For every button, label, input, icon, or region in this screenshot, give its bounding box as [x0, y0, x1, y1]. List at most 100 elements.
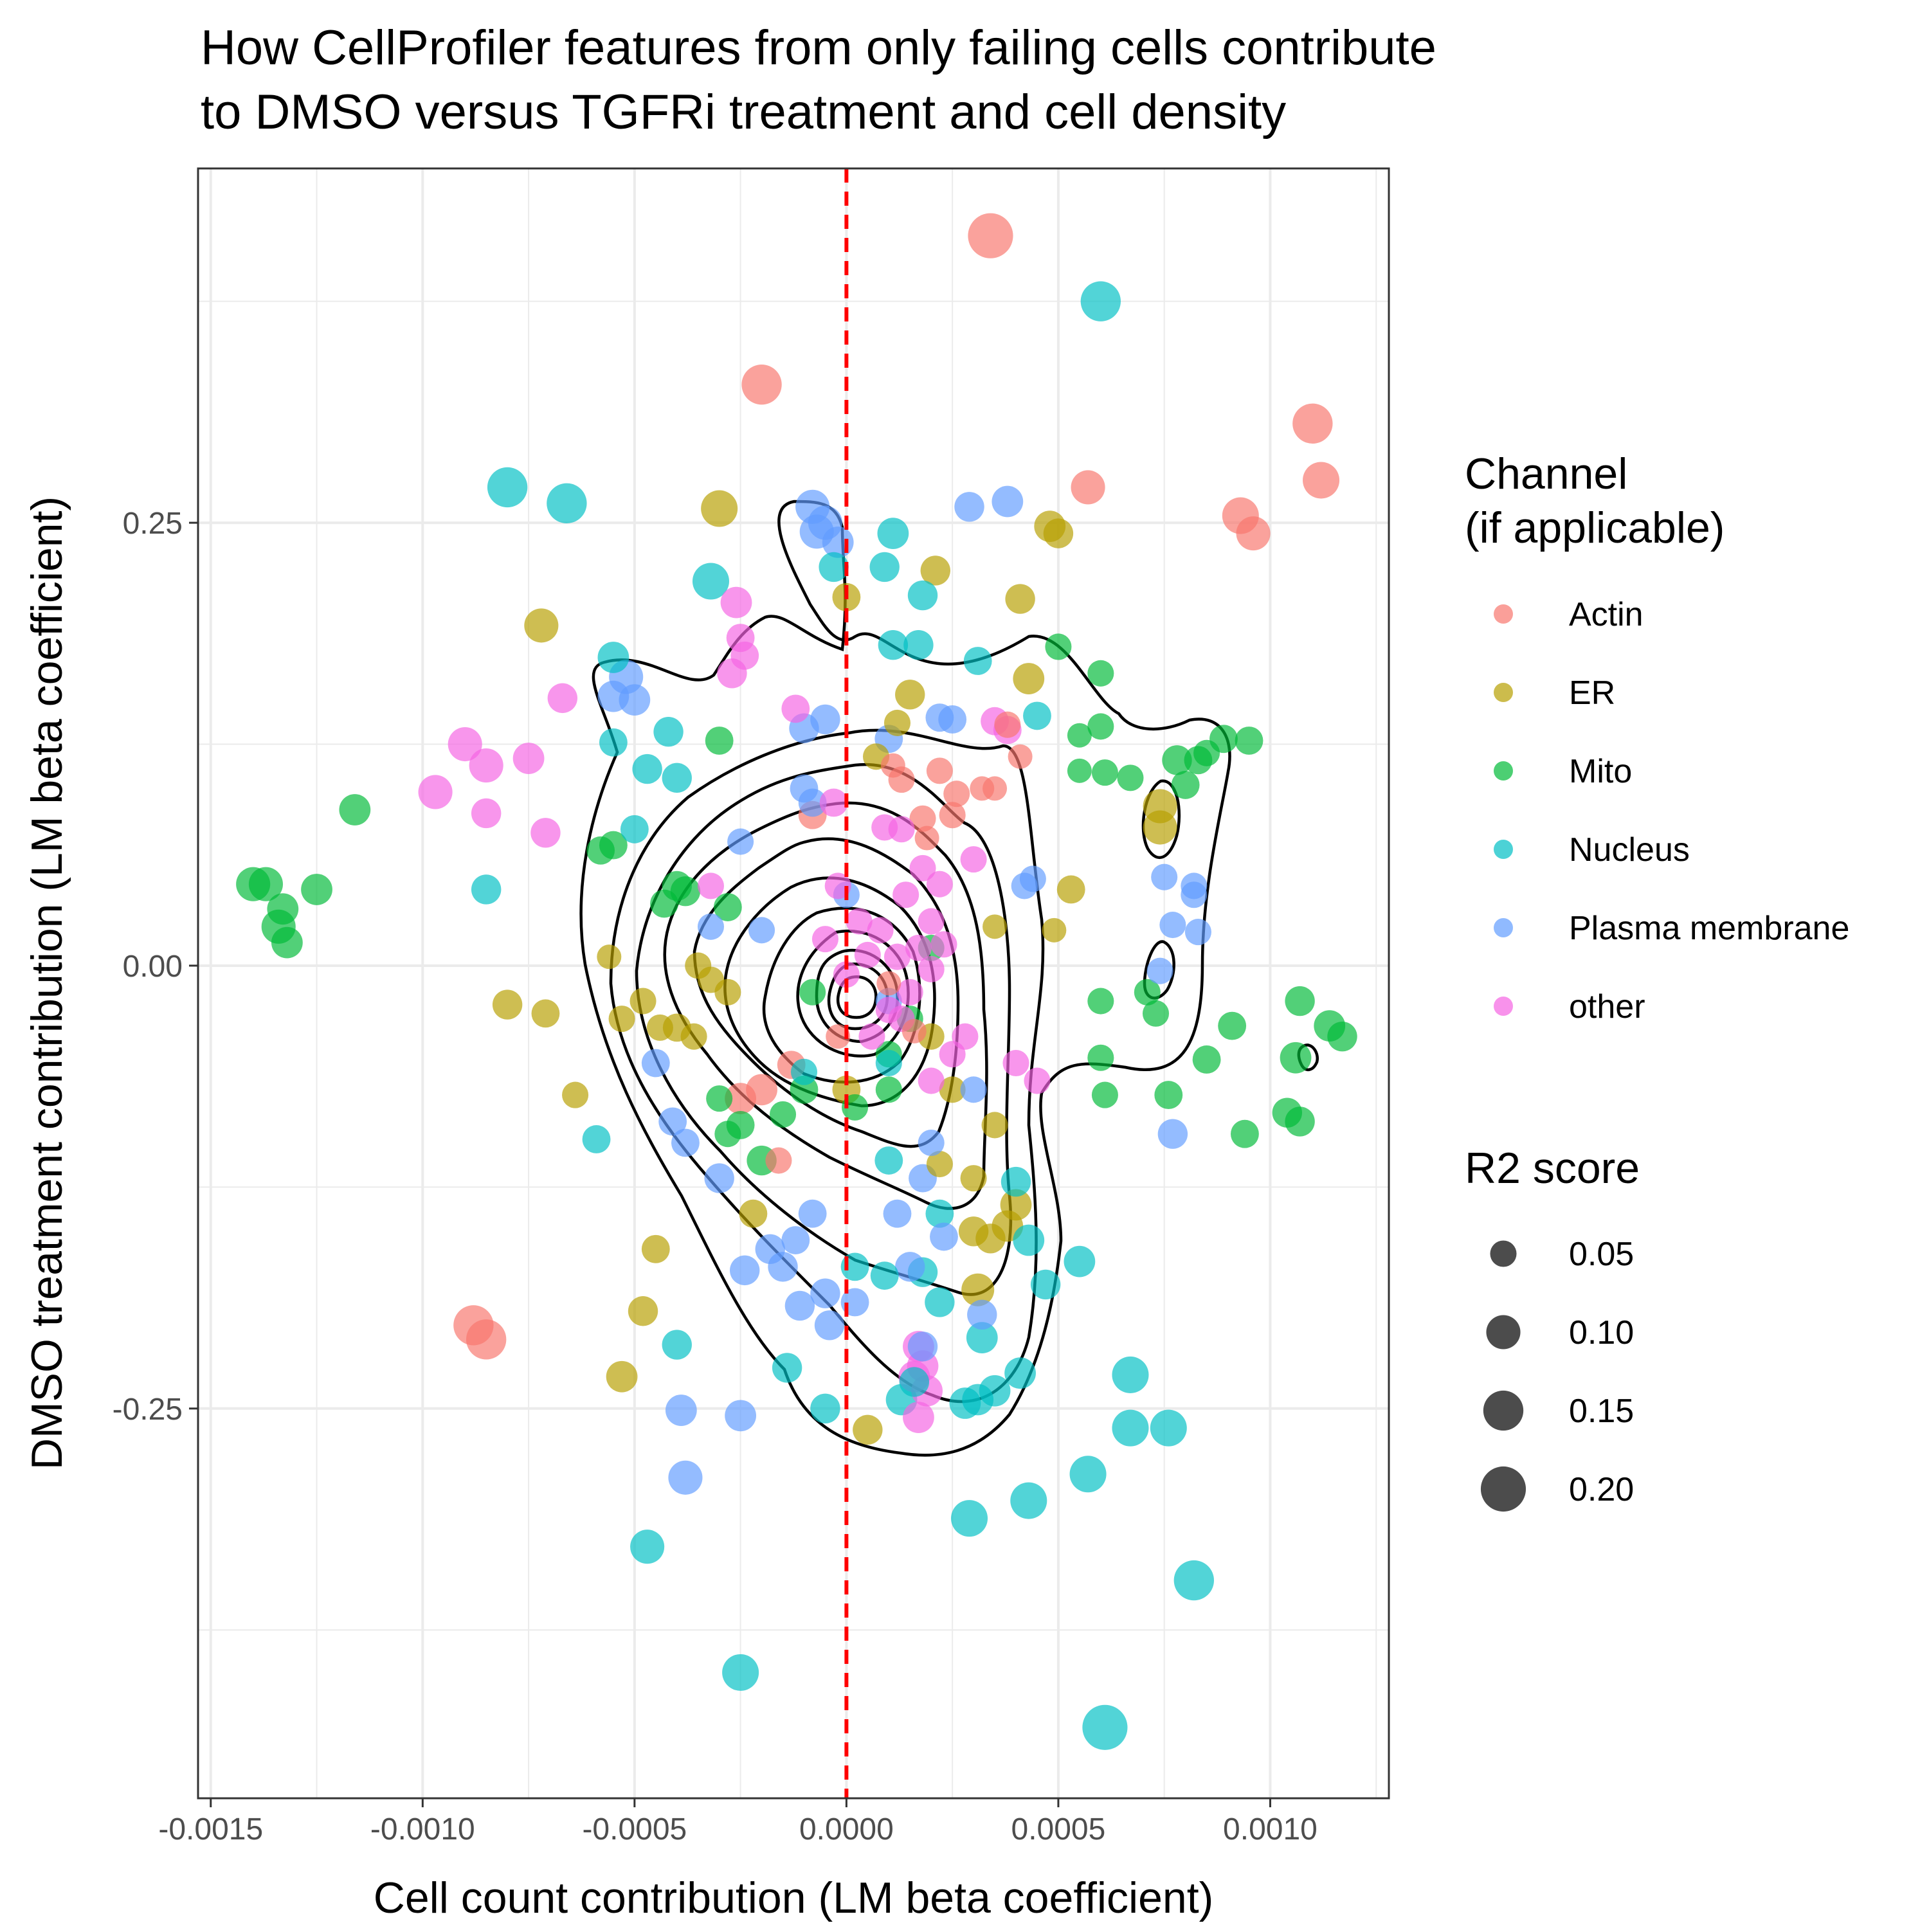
point-other-14 [819, 788, 848, 817]
point-nucleus-41 [899, 1367, 930, 1397]
point-mito-12 [1067, 758, 1092, 783]
point-nucleus-18 [471, 874, 502, 905]
point-mito-5 [301, 874, 332, 905]
channel-legend-key-3 [1494, 840, 1513, 859]
point-er-27 [562, 1081, 589, 1108]
point-er-43 [981, 1112, 1008, 1139]
point-actin-9 [939, 802, 966, 829]
point-actin-2 [1292, 403, 1333, 444]
point-mito-11 [1067, 723, 1092, 748]
point-er-26 [685, 952, 712, 979]
point-plasma-membrane-52 [960, 1076, 987, 1103]
point-plasma-membrane-19 [658, 1107, 687, 1136]
point-nucleus-3 [692, 563, 729, 600]
point-other-33 [1024, 1067, 1051, 1094]
point-er-18 [608, 1006, 635, 1033]
r2-legend-key-2 [1483, 1390, 1524, 1431]
point-nucleus-9 [903, 630, 934, 660]
point-nucleus-12 [597, 642, 629, 673]
chart-title-line-1: How CellProfiler features from only fail… [201, 21, 1436, 75]
point-other-27 [867, 917, 894, 944]
channel-legend-title-line-1: Channel [1465, 449, 1627, 498]
point-mito-28 [1154, 1081, 1183, 1110]
point-nucleus-39 [925, 1199, 954, 1228]
point-actin-8 [466, 1319, 507, 1360]
point-other-44 [858, 1023, 885, 1050]
point-actin-11 [909, 805, 936, 832]
point-plasma-membrane-51 [748, 917, 775, 944]
y-axis-title: DMSO treatment contribution (LM beta coe… [23, 496, 71, 1470]
x-tick-label-2: -0.0005 [582, 1812, 687, 1846]
point-plasma-membrane-42 [1181, 881, 1208, 908]
point-nucleus-17 [620, 815, 649, 844]
r2-legend-label-2: 0.15 [1569, 1393, 1634, 1430]
point-mito-14 [1117, 764, 1144, 791]
channel-legend-title-line-2: (if applicable) [1465, 503, 1725, 552]
point-other-29 [833, 961, 860, 988]
point-mito-40 [670, 876, 701, 907]
point-nucleus-49 [1030, 1269, 1061, 1300]
channel-legend-label-0: Actin [1569, 596, 1644, 633]
point-other-20 [854, 941, 881, 968]
point-mito-18 [1193, 739, 1220, 766]
point-er-7 [895, 680, 925, 710]
point-other-24 [930, 931, 957, 958]
point-mito-37 [705, 727, 734, 755]
channel-legend-key-4 [1494, 918, 1513, 937]
point-plasma-membrane-39 [668, 1460, 703, 1495]
point-nucleus-6 [819, 552, 849, 582]
y-tick-label-1: 0.00 [123, 950, 183, 984]
point-other-7 [512, 743, 545, 774]
point-er-3 [1043, 518, 1074, 548]
density-contour-7 [762, 907, 921, 1084]
point-other-11 [781, 694, 810, 723]
point-mito-13 [1091, 759, 1118, 786]
x-axis-title: Cell count contribution (LM beta coeffic… [374, 1873, 1214, 1922]
point-mito-31 [1285, 1106, 1315, 1137]
point-plasma-membrane-17 [697, 913, 725, 940]
point-er-38 [960, 1165, 987, 1192]
x-axis: -0.0015 -0.0010 -0.0005 0.0000 0.0005 0.0010 [158, 1798, 1318, 1846]
point-mito-51 [799, 979, 826, 1006]
point-other-9 [471, 798, 502, 829]
point-mito-32 [1280, 1042, 1312, 1074]
point-other-21 [883, 943, 911, 970]
point-nucleus-29 [1010, 1482, 1047, 1519]
channel-legend-label-5: other [1569, 988, 1645, 1025]
point-mito-24 [1218, 1011, 1247, 1040]
point-mito-33 [1285, 986, 1315, 1016]
point-other-22 [905, 934, 932, 961]
point-mito-16 [1171, 770, 1200, 799]
point-nucleus-38 [1001, 1166, 1031, 1197]
point-actin-23 [826, 1024, 851, 1049]
point-er-34 [926, 1151, 953, 1178]
point-actin-21 [914, 826, 939, 851]
point-nucleus-27 [1004, 1357, 1036, 1389]
point-mito-53 [875, 1076, 902, 1103]
channel-legend-key-2 [1494, 761, 1513, 781]
point-er-30 [606, 1360, 638, 1393]
point-plasma-membrane-40 [1151, 863, 1178, 890]
point-actin-4 [1071, 470, 1105, 505]
r2-size-legend: R2 score 0.05 0.10 0.15 0.20 [1465, 1144, 1640, 1512]
point-plasma-membrane-45 [1146, 957, 1173, 984]
x-tick-label-3: 0.0000 [799, 1812, 894, 1846]
point-mito-44 [769, 1101, 797, 1128]
r2-legend-title: R2 score [1465, 1144, 1640, 1193]
chart-title-line-2: to DMSO versus TGFRi treatment and cell … [201, 85, 1286, 140]
point-nucleus-7 [907, 580, 938, 611]
point-other-16 [888, 816, 915, 843]
point-plasma-membrane-27 [810, 1278, 840, 1308]
point-mito-38 [650, 889, 678, 918]
point-er-37 [961, 1273, 995, 1306]
point-nucleus-36 [1064, 1245, 1096, 1277]
point-plasma-membrane-28 [895, 1252, 925, 1282]
point-er-16 [492, 989, 523, 1020]
point-nucleus-44 [810, 1393, 840, 1424]
point-nucleus-1 [487, 467, 528, 508]
point-nucleus-43 [870, 1261, 899, 1290]
point-nucleus-35 [1082, 1704, 1128, 1750]
point-nucleus-47 [925, 1287, 955, 1317]
point-mito-27 [1091, 1081, 1118, 1108]
